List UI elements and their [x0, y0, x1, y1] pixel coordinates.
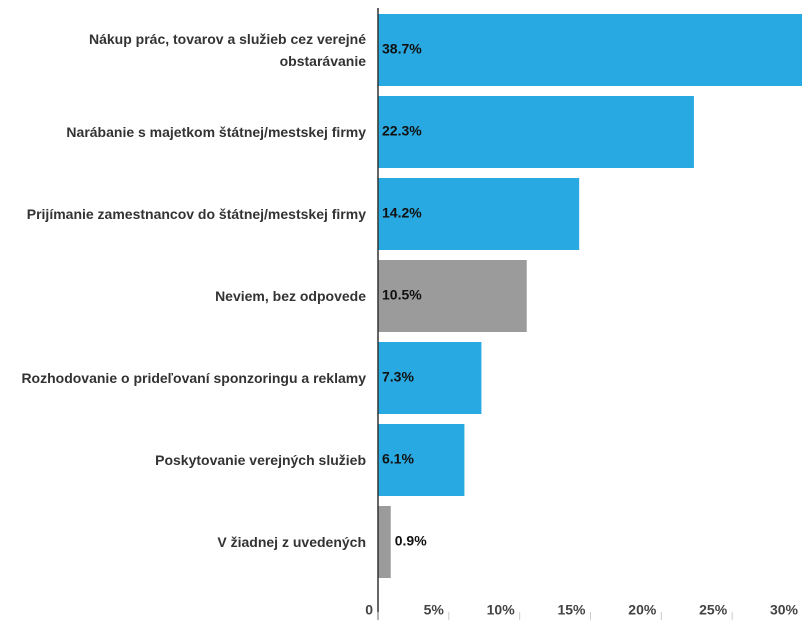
x-tick-label: 20%: [628, 602, 657, 618]
bar: [378, 96, 694, 168]
x-tick-label: 30%: [770, 602, 799, 618]
x-tick-label: 25%: [699, 602, 728, 618]
x-tick-label: 10%: [487, 602, 516, 618]
category-label: Prijímanie zamestnancov do štátnej/mests…: [26, 206, 366, 222]
bar: [378, 178, 580, 250]
bar: [378, 506, 391, 578]
bar: [378, 342, 482, 414]
x-tick-label: 15%: [557, 602, 586, 618]
value-label: 22.3%: [382, 123, 422, 139]
value-label: 10.5%: [382, 287, 422, 303]
value-label: 7.3%: [382, 369, 414, 385]
category-label: Neviem, bez odpovede: [215, 288, 366, 304]
x-tick-label: 5%: [424, 602, 445, 618]
bar: [378, 14, 802, 86]
category-label: Rozhodovanie o prideľovaní sponzoringu a…: [21, 370, 366, 386]
category-label: Poskytovanie verejných služieb: [155, 452, 366, 468]
category-label: Nákup prác, tovarov a služieb cez verejn…: [88, 31, 366, 69]
category-label: V žiadnej z uvedených: [217, 534, 366, 550]
category-label: Narábanie s majetkom štátnej/mestskej fi…: [66, 124, 366, 140]
value-label: 38.7%: [382, 41, 422, 57]
bar: [378, 260, 527, 332]
x-tick-label: 0: [365, 602, 373, 618]
value-label: 0.9%: [395, 533, 427, 549]
value-label: 6.1%: [382, 451, 414, 467]
bar: [378, 424, 465, 496]
value-label: 14.2%: [382, 205, 422, 221]
